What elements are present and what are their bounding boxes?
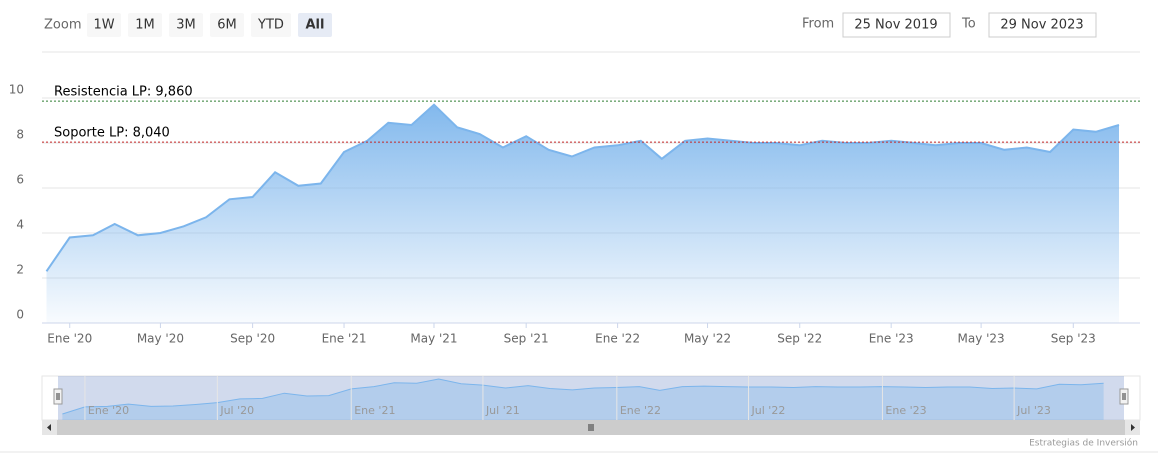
navigator-handle[interactable] [53, 388, 63, 405]
zoom-button-label[interactable]: 6M [217, 18, 237, 33]
zoom-button-label[interactable]: 1M [135, 18, 155, 33]
zoom-button-label[interactable]: 3M [176, 18, 196, 33]
line [45, 103, 1120, 272]
navigator-area [62, 379, 1104, 420]
credits: Estrategias de Inversión [1029, 438, 1138, 449]
zoom-button[interactable] [87, 13, 121, 37]
x-tick-label: Sep '23 [1051, 332, 1096, 346]
navigator-tick-label: Jul '22 [751, 404, 786, 417]
zoom-button[interactable] [169, 13, 203, 37]
zoom-button[interactable] [298, 13, 332, 37]
navigator-mask [58, 376, 1124, 420]
from-input[interactable] [842, 12, 951, 38]
y-tick-label: 2 [16, 263, 24, 277]
zoom-button[interactable] [251, 13, 291, 37]
from-value[interactable]: 25 Nov 2019 [854, 18, 937, 33]
zoom-button[interactable] [210, 13, 244, 37]
navigator-handle[interactable] [1119, 388, 1129, 405]
zoom-label: Zoom [44, 18, 81, 33]
x-tick-label: May '20 [137, 332, 184, 346]
navigator-tick-label: Ene '21 [354, 404, 395, 417]
plot-line-label: Soporte LP: 8,040 [54, 126, 170, 141]
navigator-line [62, 378, 1104, 415]
y-tick-label: 8 [16, 128, 24, 142]
x-tick-label: Ene '22 [595, 332, 640, 346]
x-tick-label: Ene '21 [322, 332, 367, 346]
to-label: To [961, 17, 976, 32]
y-tick-label: 10 [9, 83, 24, 97]
x-tick-label: Sep '21 [504, 332, 549, 346]
x-tick-label: May '23 [958, 332, 1005, 346]
y-tick-label: 4 [16, 218, 24, 232]
zoom-button-label[interactable]: All [306, 18, 325, 33]
zoom-button-label[interactable]: 1W [93, 18, 114, 33]
x-tick-label: Ene '20 [47, 332, 92, 346]
x-tick-label: Ene '23 [869, 332, 914, 346]
x-tick-label: May '21 [410, 332, 457, 346]
x-tick-label: May '22 [684, 332, 731, 346]
x-tick-label: Sep '22 [777, 332, 822, 346]
y-tick-label: 6 [16, 173, 24, 187]
scrollbar-arrow [47, 424, 51, 431]
zoom-button-label[interactable]: YTD [257, 18, 284, 33]
navigator-tick-label: Ene '23 [885, 404, 926, 417]
area-fill [46, 104, 1120, 323]
navigator-tick-label: Ene '20 [88, 404, 129, 417]
navigator-bg [41, 375, 1141, 421]
navigator-tick-label: Ene '22 [620, 404, 661, 417]
from-label: From [802, 17, 834, 32]
navigator-tick-label: Jul '23 [1016, 404, 1051, 417]
plot-line-label: Resistencia LP: 9,860 [54, 85, 193, 100]
y-tick-label: 0 [16, 308, 24, 322]
navigator-tick-label: Jul '21 [485, 404, 520, 417]
zoom-button[interactable] [128, 13, 162, 37]
navigator-tick-label: Jul '20 [219, 404, 254, 417]
x-tick-label: Sep '20 [230, 332, 275, 346]
to-value[interactable]: 29 Nov 2023 [1000, 18, 1083, 33]
scrollbar-arrow [1131, 424, 1135, 431]
to-input[interactable] [988, 12, 1097, 38]
